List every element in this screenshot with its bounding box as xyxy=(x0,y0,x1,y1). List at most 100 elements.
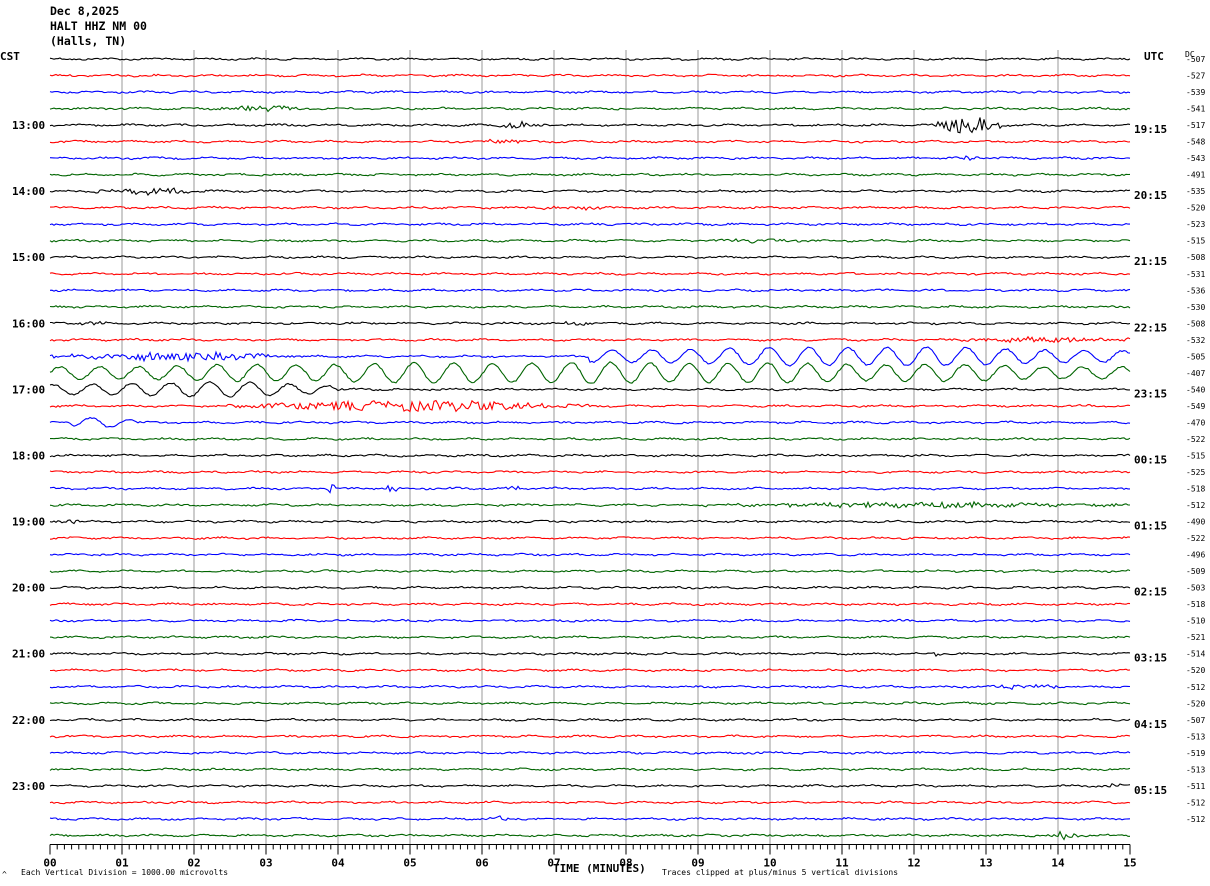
dc-offset-label: -519 xyxy=(1186,749,1205,758)
left-hour-label: 21:00 xyxy=(12,648,45,661)
left-hour-label: 13:00 xyxy=(12,119,45,132)
dc-offset-label: -407 xyxy=(1186,369,1205,378)
dc-offset-label: -520 xyxy=(1186,699,1205,708)
trace-row xyxy=(49,335,1131,344)
trace-row xyxy=(49,500,1130,509)
trace-row xyxy=(49,552,1131,557)
dc-offset-label: -531 xyxy=(1186,270,1205,279)
right-timezone-label: UTC xyxy=(1144,50,1164,63)
trace-row xyxy=(49,767,1131,772)
dc-offset-label: -549 xyxy=(1186,402,1205,411)
right-hour-label: 20:15 xyxy=(1134,189,1167,202)
trace-row xyxy=(49,569,1131,574)
trace-row xyxy=(49,453,1131,458)
dc-offset-label: -523 xyxy=(1186,220,1205,229)
trace-row xyxy=(50,668,1131,673)
right-hour-label: 21:15 xyxy=(1134,255,1167,268)
trace-row xyxy=(49,90,1131,95)
dc-offset-label: -470 xyxy=(1186,418,1205,427)
trace-row xyxy=(49,519,1131,525)
header-station: HALT HHZ NM 00 xyxy=(50,19,147,33)
trace-row xyxy=(49,815,1131,821)
time-axis: 00 01 02 03 04 05 06 07 08 09 10 11 12 13 14 15 xyxy=(43,843,1137,869)
dc-offset-label: -509 xyxy=(1186,567,1205,576)
left-hour-label: 22:00 xyxy=(12,714,45,727)
dc-offset-label: -490 xyxy=(1186,518,1205,527)
left-hour-label: 20:00 xyxy=(12,582,45,595)
x-tick-label: 11 xyxy=(835,856,849,869)
trace-row xyxy=(49,484,1130,494)
dc-offset-label: -518 xyxy=(1186,485,1205,494)
dc-offset-label: -548 xyxy=(1186,138,1205,147)
dc-offset-label: -513 xyxy=(1186,765,1205,774)
clip-note: Traces clipped at plus/minus 5 vertical … xyxy=(662,868,899,877)
trace-row xyxy=(49,104,1131,113)
trace-row xyxy=(49,701,1131,706)
trace-row xyxy=(49,585,1131,590)
right-hour-label: 04:15 xyxy=(1134,718,1167,731)
header-location: (Halls, TN) xyxy=(50,34,127,48)
trace-row xyxy=(49,117,1131,134)
trace-row xyxy=(49,536,1131,541)
dc-offset-label: -541 xyxy=(1186,105,1205,114)
trace-row xyxy=(49,238,1131,244)
scale-note: Each Vertical Division = 1000.00 microvo… xyxy=(21,868,229,877)
trace-row xyxy=(49,222,1130,227)
left-timezone-label: CST xyxy=(0,50,20,63)
dc-offset-label: -512 xyxy=(1186,815,1205,824)
row-labels: 13:00 14:00 15:00 16:00 17:00 18:00 19:00 20:00… xyxy=(12,55,1205,824)
x-tick-label: 06 xyxy=(475,856,489,869)
dc-offset-label: -527 xyxy=(1186,72,1205,81)
trace-row xyxy=(49,155,1131,162)
right-hour-label: 03:15 xyxy=(1134,652,1167,665)
x-tick-label: 12 xyxy=(907,856,920,869)
trace-row xyxy=(49,469,1131,474)
x-tick-label: 15 xyxy=(1123,856,1136,869)
trace-row xyxy=(49,172,1131,177)
dc-offset-label: -503 xyxy=(1186,584,1205,593)
trace-row xyxy=(49,800,1131,805)
x-tick-label: 05 xyxy=(403,856,416,869)
x-tick-label: 09 xyxy=(691,856,704,869)
left-hour-label: 16:00 xyxy=(12,317,45,330)
x-tick-label: 14 xyxy=(1051,856,1065,869)
dc-offset-label: -513 xyxy=(1186,732,1205,741)
dc-offset-label: -512 xyxy=(1186,683,1205,692)
trace-row xyxy=(49,138,1131,144)
right-hour-label: 01:15 xyxy=(1134,520,1167,533)
left-hour-label: 23:00 xyxy=(12,780,45,793)
right-hour-label: 23:15 xyxy=(1134,387,1167,400)
trace-row xyxy=(49,683,1131,691)
dc-offset-label: -522 xyxy=(1186,435,1205,444)
dc-offset-label: -512 xyxy=(1186,501,1205,510)
dc-offset-label: -543 xyxy=(1186,154,1205,163)
dc-offset-label: -511 xyxy=(1186,782,1205,791)
trace-row xyxy=(49,651,1131,658)
right-hour-label: 19:15 xyxy=(1134,123,1167,136)
dc-offset-label: -520 xyxy=(1186,204,1205,213)
dc-offset-label: -525 xyxy=(1186,468,1205,477)
dc-offset-label: -517 xyxy=(1186,121,1205,130)
dc-label: DC xyxy=(1185,50,1195,59)
trace-rows xyxy=(49,57,1131,841)
left-hour-label: 18:00 xyxy=(12,449,45,462)
trace-row xyxy=(49,717,1131,722)
x-tick-label: 02 xyxy=(187,856,200,869)
x-tick-label: 04 xyxy=(331,856,345,869)
trace-row xyxy=(49,187,1131,196)
trace-row xyxy=(49,830,1130,841)
dc-offset-label: -510 xyxy=(1186,617,1205,626)
x-tick-label: 07 xyxy=(547,856,560,869)
x-tick-label: 10 xyxy=(763,856,776,869)
dc-offset-label: -508 xyxy=(1186,319,1205,328)
dc-offset-label: -496 xyxy=(1186,551,1205,560)
trace-row xyxy=(49,361,1131,384)
trace-row xyxy=(49,380,1130,398)
right-hour-label: 00:15 xyxy=(1134,453,1167,466)
trace-row xyxy=(49,346,1131,367)
dc-offset-label: -491 xyxy=(1186,171,1205,180)
trace-row xyxy=(49,436,1131,441)
trace-row xyxy=(49,57,1131,61)
header-date: Dec 8,2025 xyxy=(50,4,120,18)
